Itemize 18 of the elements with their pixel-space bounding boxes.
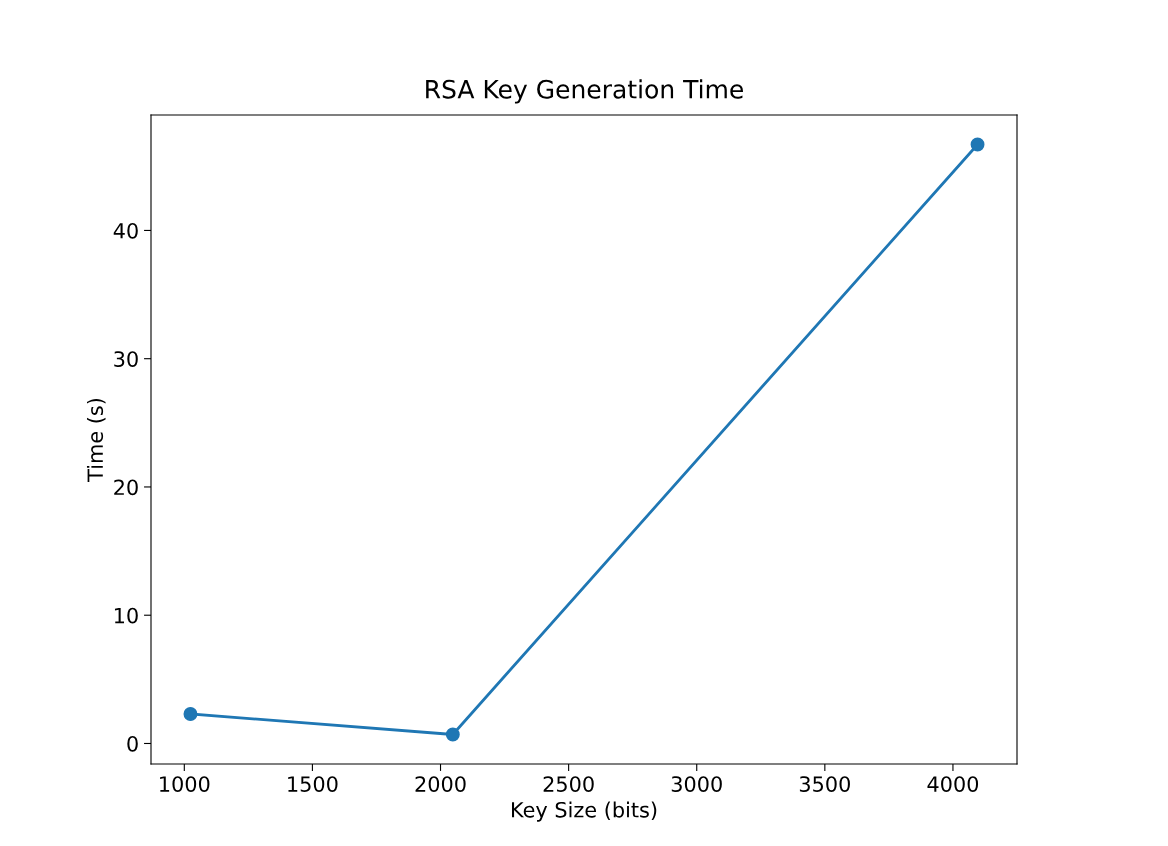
y-tick-label: 40	[113, 222, 138, 239]
x-tick-label: 2000	[415, 776, 466, 792]
x-axis-title: Key Size (bits)	[512, 801, 657, 822]
point	[183, 707, 198, 721]
x-tick-label: 4000	[927, 776, 979, 792]
chart-title: RSA Key Generation Time	[426, 79, 743, 104]
y-axis-title: Time (s)	[86, 398, 106, 482]
x-tick-label: 1500	[288, 776, 338, 792]
y-tick-label: 0	[127, 735, 138, 752]
point	[445, 727, 460, 742]
point	[970, 137, 985, 152]
x-tick-label: 1000	[160, 776, 210, 792]
x-tick-label: 2500	[543, 776, 594, 792]
y-tick-label: 20	[114, 479, 138, 496]
y-tick-label: 10	[114, 607, 138, 624]
y-tick-label: 30	[114, 351, 138, 367]
x-tick-label: 3000	[671, 776, 722, 792]
x-tick-label: 3500	[799, 776, 850, 792]
